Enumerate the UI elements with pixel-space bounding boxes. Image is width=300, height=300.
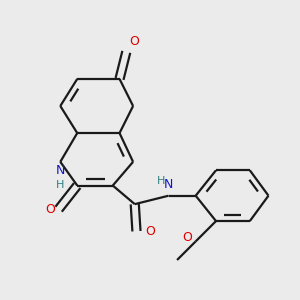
- Text: H: H: [56, 181, 64, 190]
- Text: O: O: [182, 232, 192, 244]
- Text: O: O: [145, 225, 155, 238]
- Text: O: O: [45, 203, 55, 216]
- Text: O: O: [130, 35, 140, 49]
- Text: N: N: [164, 178, 173, 190]
- Text: H: H: [157, 176, 165, 185]
- Text: N: N: [56, 164, 65, 176]
